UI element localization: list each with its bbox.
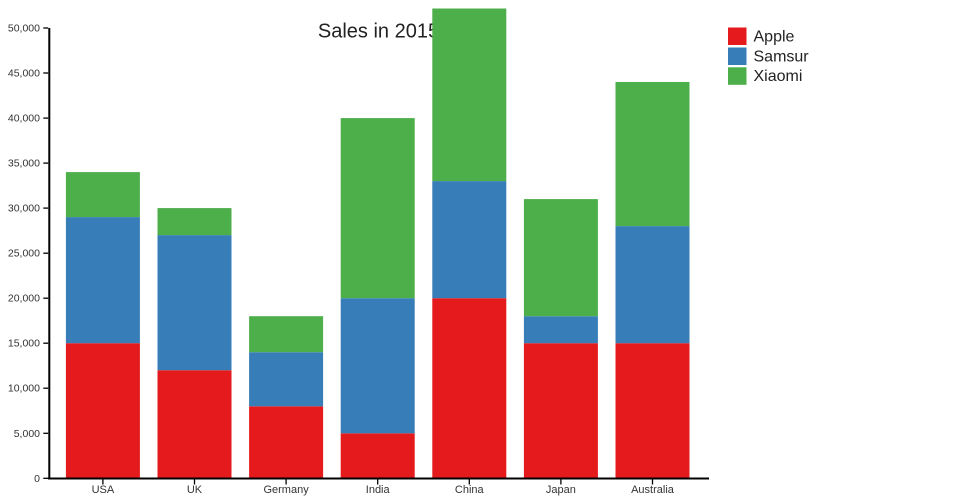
svg-text:Japan: Japan [546,484,576,496]
svg-text:5,000: 5,000 [14,428,40,440]
svg-text:40,000: 40,000 [8,113,40,125]
svg-text:Samsur: Samsur [754,48,810,65]
svg-text:0: 0 [34,473,40,485]
svg-text:India: India [366,484,391,496]
svg-text:Sales in 2015: Sales in 2015 [318,21,439,43]
svg-text:Australia: Australia [631,484,675,496]
svg-text:UK: UK [187,484,203,496]
svg-text:USA: USA [92,484,115,496]
svg-text:20,000: 20,000 [8,293,40,305]
svg-text:Germany: Germany [263,484,309,496]
svg-text:45,000: 45,000 [8,68,40,80]
svg-text:China: China [455,484,485,496]
svg-text:35,000: 35,000 [8,158,40,170]
svg-text:Xiaomi: Xiaomi [754,68,803,85]
svg-text:10,000: 10,000 [8,383,40,395]
svg-text:Apple: Apple [754,28,795,45]
svg-text:30,000: 30,000 [8,203,40,215]
svg-text:50,000: 50,000 [8,23,40,35]
svg-text:15,000: 15,000 [8,338,40,350]
svg-text:25,000: 25,000 [8,248,40,260]
